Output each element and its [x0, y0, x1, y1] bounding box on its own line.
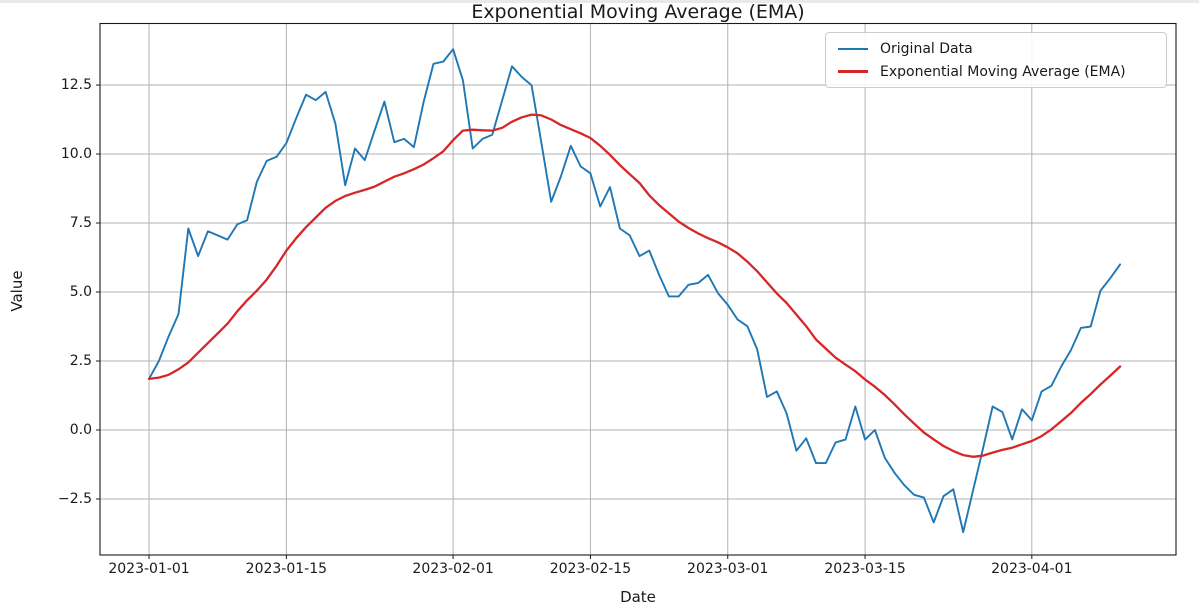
plot-border: [99, 22, 1177, 556]
legend-entry-original-data: Original Data: [838, 41, 1156, 57]
legend: Original Data Exponential Moving Average…: [825, 32, 1167, 88]
y-tick-label: 2.5: [69, 352, 92, 369]
x-tick-label: 2023-03-01: [687, 561, 769, 577]
grid-lines: [100, 23, 1176, 555]
window-edge-strip: [0, 0, 1199, 3]
x-tick-label: 2023-03-15: [824, 561, 906, 577]
y-tick-label: 10.0: [60, 146, 92, 163]
y-tick-label: 0.0: [69, 421, 92, 438]
y-axis-label: Value: [8, 270, 26, 312]
x-tick-label: 2023-01-15: [245, 561, 328, 577]
y-tick-label: 7.5: [69, 215, 92, 232]
y-tick-label: 5.0: [69, 284, 92, 300]
data-line-original: [148, 48, 1122, 534]
axis-tick-marks: [96, 84, 1033, 559]
x-axis-label: Date: [620, 588, 656, 606]
y-tick-label: −2.5: [58, 490, 92, 507]
legend-line-swatch-red: [838, 70, 868, 73]
legend-entry-ema: Exponential Moving Average (EMA): [838, 64, 1156, 80]
legend-label: Exponential Moving Average (EMA): [880, 63, 1126, 80]
chart-title: Exponential Moving Average (EMA): [471, 1, 805, 23]
data-lines: [147, 48, 1122, 534]
y-tick-label: 12.5: [60, 77, 92, 94]
x-tick-label: 2023-04-01: [991, 561, 1073, 577]
x-tick-label: 2023-02-01: [412, 561, 494, 577]
legend-line-swatch-blue: [838, 47, 868, 50]
data-line-ema: [147, 113, 1122, 458]
legend-label: Original Data: [880, 40, 973, 57]
x-tick-label: 2023-01-01: [108, 561, 190, 577]
x-tick-label: 2023-02-15: [549, 561, 632, 577]
